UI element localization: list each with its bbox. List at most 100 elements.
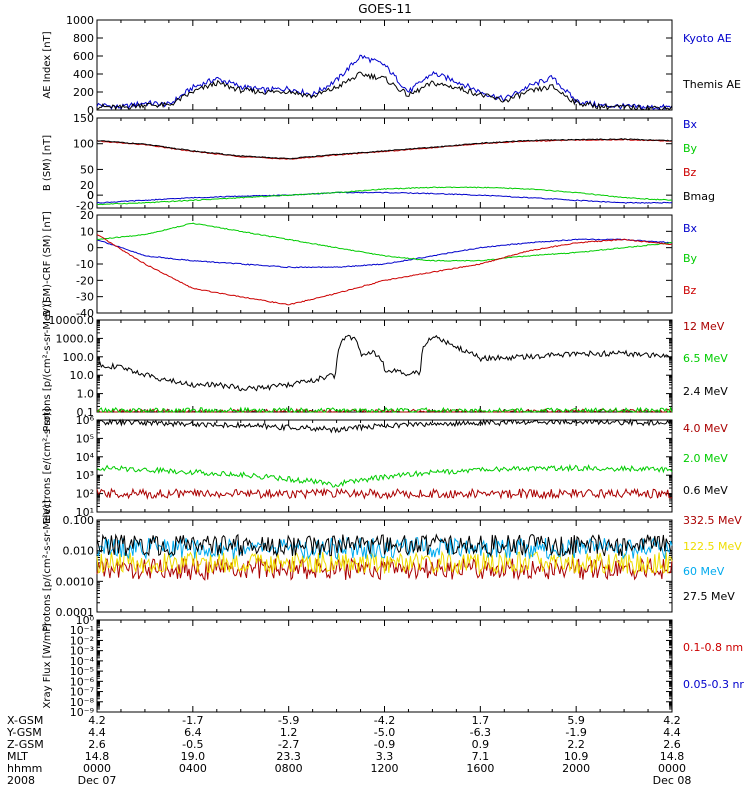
y-tick-label: -20	[76, 274, 94, 287]
y-tick-label: 10	[80, 225, 94, 238]
legend-label: 12 MeV	[683, 320, 725, 333]
legend-label: 27.5 MeV	[683, 590, 735, 603]
ephemeris-value: Dec 08	[653, 774, 692, 787]
y-tick-label: 10⁻⁴	[70, 655, 95, 668]
ephemeris-row-label: Y-GSM	[6, 726, 42, 739]
series-line-bz	[96, 233, 673, 306]
series-line-by	[96, 222, 673, 262]
panel-protons_high: 0.0001 0.0010 0.010 0.100 Protons [p/(cm²-s-…	[42, 500, 742, 632]
y-tick-label: 20	[80, 209, 94, 222]
legend-label: 0.05-0.3 nr	[683, 678, 744, 691]
ephemeris-value: 3.3	[376, 750, 394, 763]
y-axis-label: B (SM) [nT]	[42, 135, 53, 191]
legend-label: By	[683, 252, 698, 265]
y-tick-label: 0.100	[63, 514, 95, 527]
panel-electrons: 10¹ 10² 10³ 10⁴ 10⁵ 10⁶ Electrons [e/(cm²-s-sr…	[42, 408, 728, 524]
legend-label: By	[683, 142, 698, 155]
ephemeris-value: 10.9	[564, 750, 589, 763]
ephemeris-value: 4.2	[663, 714, 681, 727]
y-tick-label: 10⁻⁸	[70, 696, 95, 709]
legend-label: 122.5 MeV	[683, 540, 742, 553]
ephemeris-value: 1200	[371, 762, 399, 775]
legend-label: Themis AE	[682, 78, 741, 91]
y-tick-label: 10⁻³	[70, 645, 94, 658]
y-tick-label: 0	[87, 189, 94, 202]
y-tick-label: 10¹	[76, 506, 94, 519]
legend-label: 60 MeV	[683, 565, 725, 578]
y-tick-label: -40	[76, 307, 94, 320]
ephemeris-value: 5.9	[567, 714, 585, 727]
series-line-2-4-mev	[96, 334, 673, 392]
ephemeris-row-label: Z-GSM	[7, 738, 44, 751]
y-tick-label: 100	[73, 138, 94, 151]
y-tick-label: 150	[73, 112, 94, 125]
ephemeris-value: 4.4	[88, 726, 106, 739]
ephemeris-value: 1600	[466, 762, 494, 775]
ephemeris-value: -5.9	[278, 714, 299, 727]
ephemeris-value: -1.9	[565, 726, 586, 739]
ephemeris-value: 6.4	[184, 726, 202, 739]
y-axis-label: AE Index [nT]	[42, 31, 53, 98]
y-axis-label: Electrons [e/(cm²-s-sr)]	[42, 408, 53, 524]
y-axis-label: Protons [p/(cm²-s-sr-MeV)]	[42, 300, 53, 432]
ephemeris-value: 14.8	[85, 750, 110, 763]
ephemeris-value: -0.5	[182, 738, 203, 751]
y-tick-label: 600	[73, 50, 94, 63]
y-tick-label: 0	[87, 242, 94, 255]
y-tick-label: 10.0	[70, 369, 95, 382]
legend-label: Kyoto AE	[683, 32, 732, 45]
y-tick-label: 10³	[76, 469, 94, 482]
ephemeris-value: 0.9	[472, 738, 490, 751]
series-line-by	[96, 186, 673, 206]
ephemeris-value: 0000	[658, 762, 686, 775]
legend-label: Bz	[683, 284, 697, 297]
y-axis-label: Xray Flux [W/m²]	[42, 623, 53, 708]
ephemeris-row-label: hhmm	[7, 762, 42, 775]
series-line-themis-ae	[96, 71, 673, 111]
y-tick-label: 10⁴	[76, 451, 95, 464]
legend-label: Bmag	[683, 190, 715, 203]
y-tick-label: 50	[80, 163, 94, 176]
legend-label: 6.5 MeV	[683, 352, 728, 365]
ephemeris-value: 0400	[179, 762, 207, 775]
y-tick-label: 20	[80, 179, 94, 192]
ephemeris-value: 2.6	[88, 738, 106, 751]
y-tick-label: 0	[87, 104, 94, 117]
y-tick-label: 0.1	[77, 406, 95, 419]
legend-label: 332.5 MeV	[683, 514, 742, 527]
y-tick-label: 0	[87, 189, 94, 202]
ephemeris-value: 4.2	[88, 714, 106, 727]
panel-b_residual: -40 -30 -20 -10 0 10 20 B (SM)-CRF (SM) [nT] Bx B…	[42, 209, 698, 320]
ephemeris-value: -1.7	[182, 714, 203, 727]
legend-label: 0.6 MeV	[683, 484, 728, 497]
ephemeris-value: -6.3	[470, 726, 491, 739]
y-tick-label: 10⁻¹	[70, 624, 94, 637]
y-tick-label: -10	[76, 258, 94, 271]
y-tick-label: 0.0010	[56, 575, 95, 588]
ephemeris-value: 2000	[562, 762, 590, 775]
legend-label: 2.4 MeV	[683, 385, 728, 398]
legend-label: Bx	[683, 118, 698, 131]
y-tick-label: 10⁶	[76, 414, 95, 427]
ephemeris-value: -5.0	[374, 726, 395, 739]
legend-label: 0.1-0.8 nm	[683, 641, 743, 654]
y-axis-label: Protons [p/(cm²-s-sr-MeV)]	[42, 500, 53, 632]
legend-label: 2.0 MeV	[683, 452, 728, 465]
legend-label: 4.0 MeV	[683, 422, 728, 435]
series-line-122-5-mev	[96, 550, 673, 576]
ephemeris-value: 19.0	[181, 750, 206, 763]
series-line-bx	[96, 191, 672, 204]
y-tick-label: 1000.0	[56, 332, 95, 345]
y-tick-label: 10²	[76, 488, 94, 501]
ephemeris-value: -0.9	[374, 738, 395, 751]
ephemeris-value: 2.2	[567, 738, 585, 751]
figure-title: GOES-11	[358, 2, 412, 16]
ephemeris-row-label: X-GSM	[7, 714, 43, 727]
panel-ae: 0 200 400 600 800 1000 AE Index [nT] Kyoto AE Th…	[42, 14, 741, 117]
y-tick-label: 100.0	[63, 351, 95, 364]
series-line-27-5-mev	[96, 533, 673, 558]
